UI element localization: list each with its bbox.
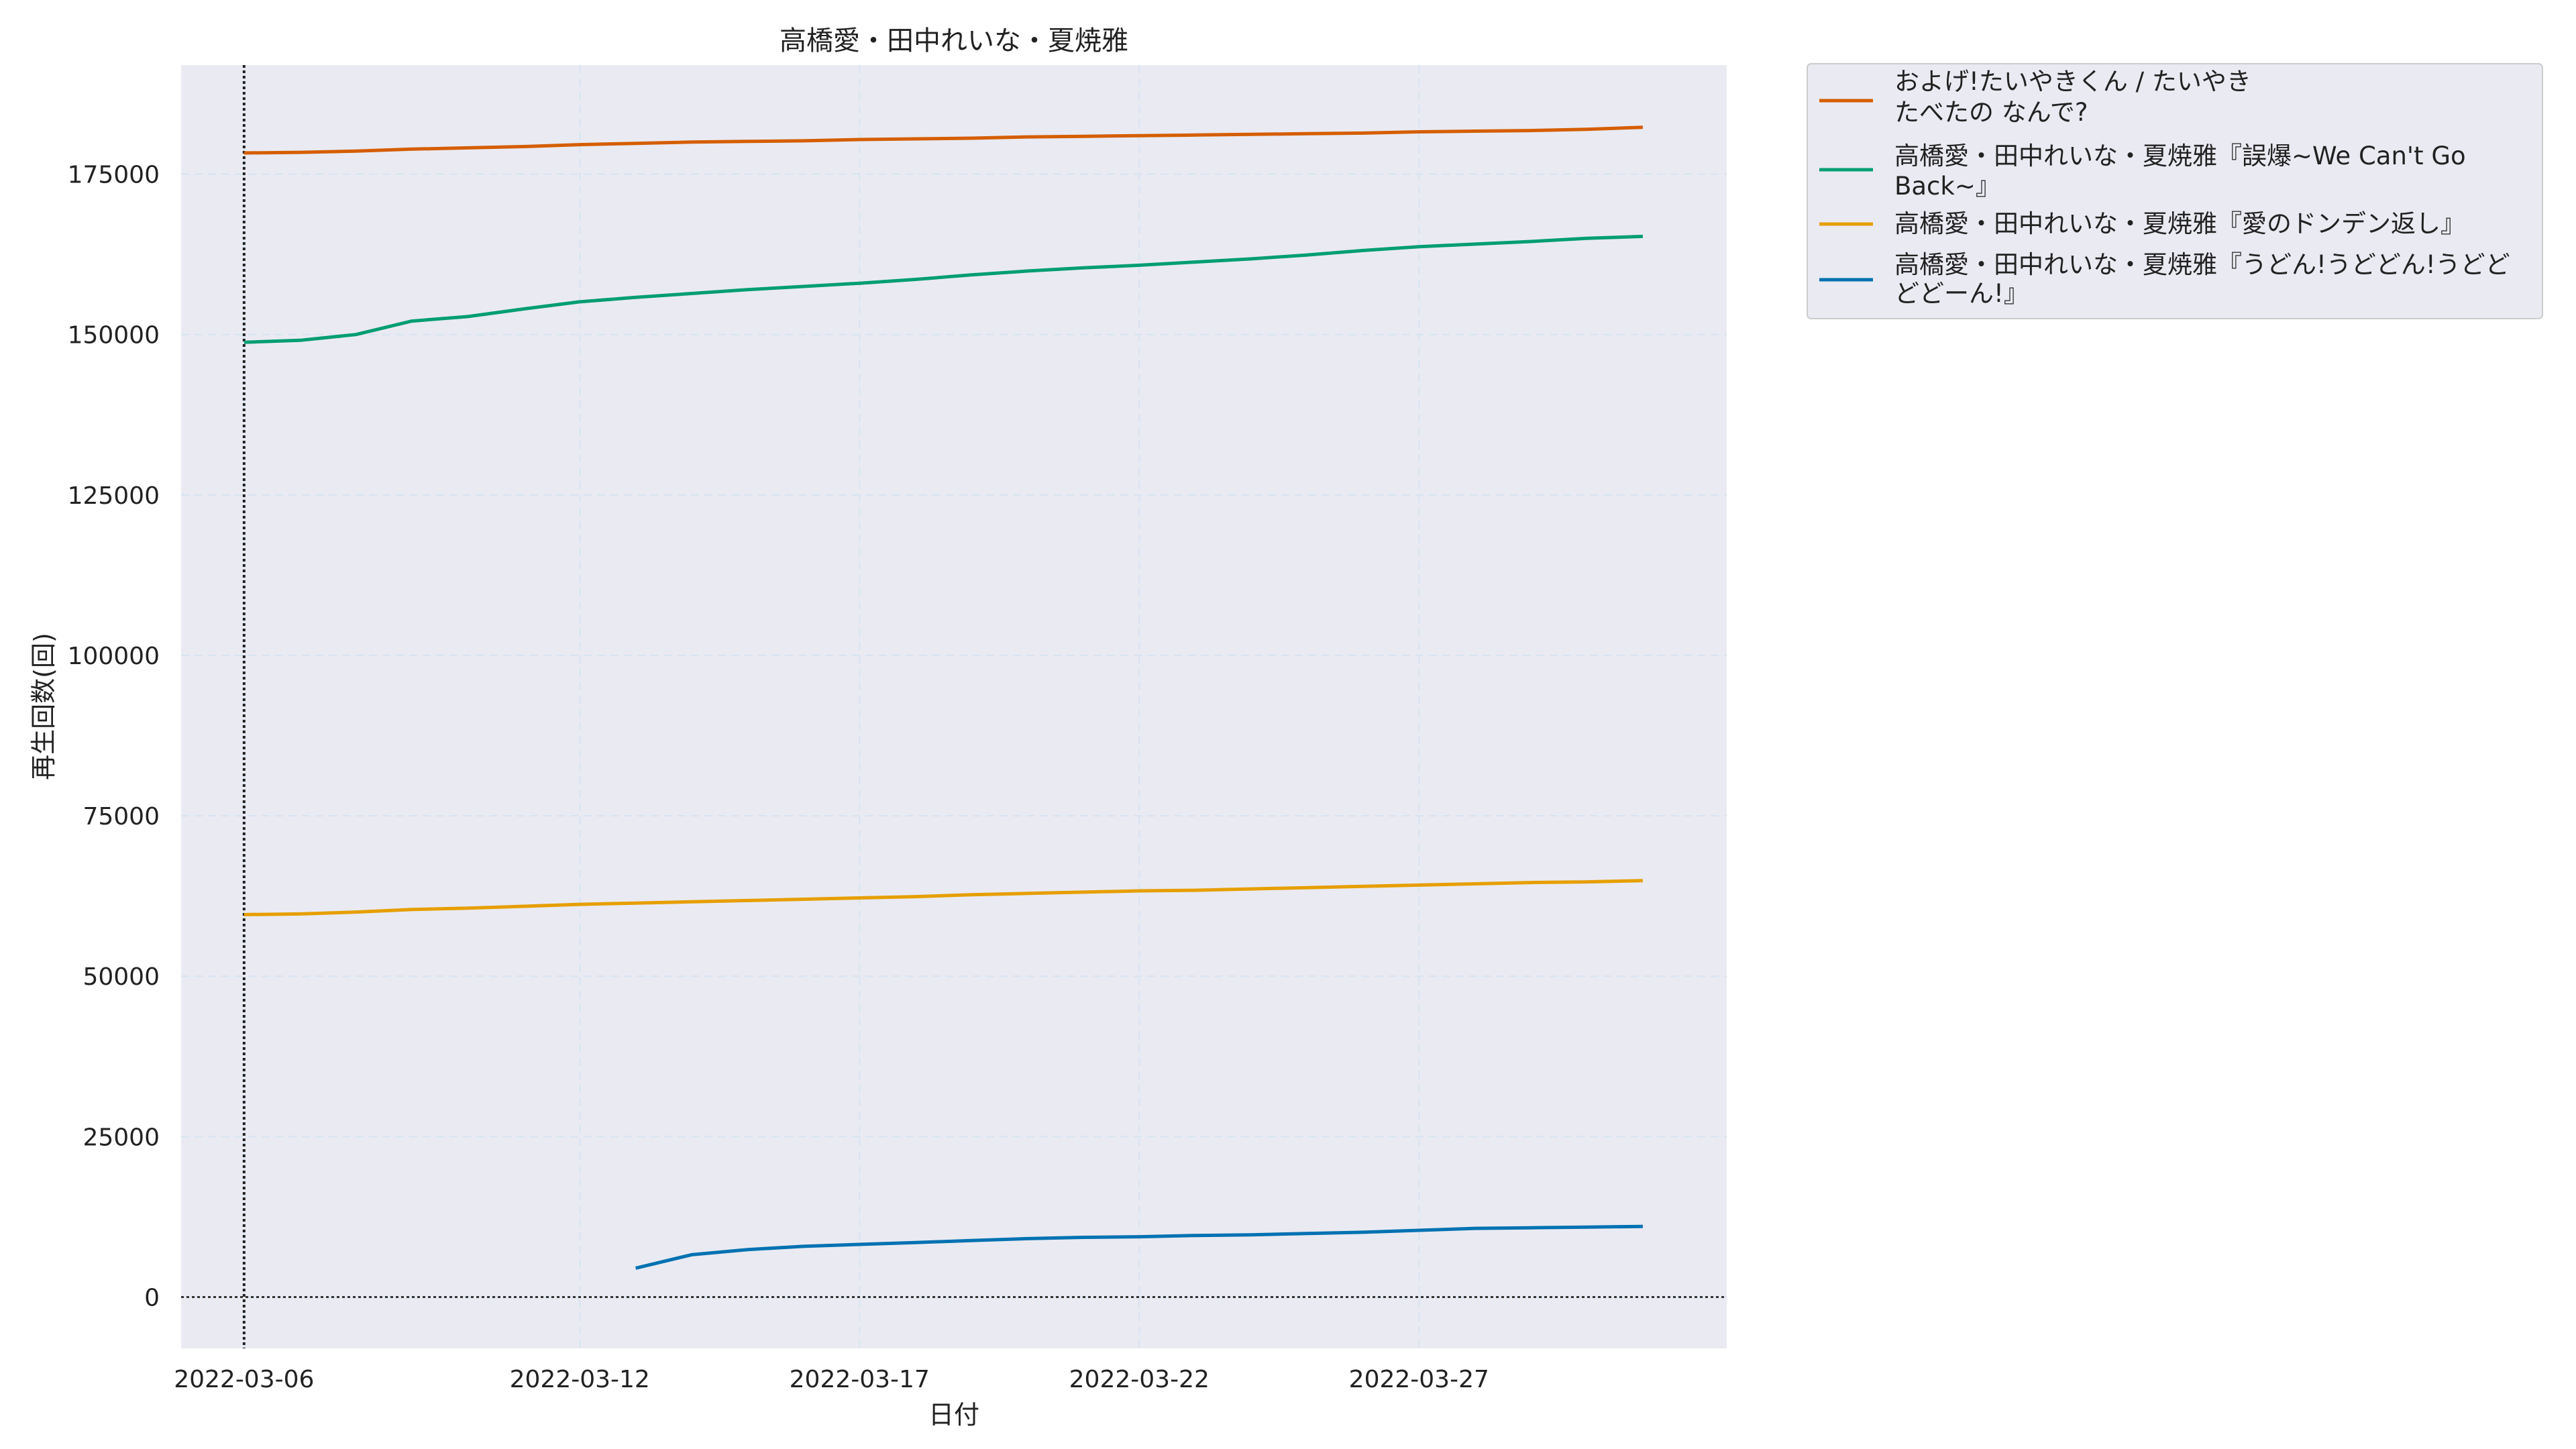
- plot-background: [181, 65, 1727, 1348]
- y-tick-label: 25000: [83, 1124, 160, 1151]
- y-tick-label: 100000: [68, 643, 160, 670]
- x-tick-label: 2022-03-27: [1349, 1366, 1489, 1393]
- y-tick-labels: 0 25000 50000 75000 100000 125000 150000 175000: [68, 162, 160, 1312]
- x-tick-label: 2022-03-17: [790, 1366, 930, 1393]
- y-tick-label: 75000: [83, 803, 160, 830]
- legend-label-1: およげ!たいやきくん / たいやき: [1894, 67, 2251, 96]
- x-tick-label: 2022-03-06: [174, 1366, 314, 1393]
- x-tick-label: 2022-03-22: [1069, 1366, 1210, 1393]
- chart-title: 高橋愛・田中れいな・夏焼雅: [780, 25, 1128, 56]
- legend-label-4: どどーん!』: [1894, 279, 2029, 308]
- y-axis-title: 再生回数(回): [29, 633, 58, 780]
- legend-label-2: Back~』: [1894, 172, 2000, 201]
- x-tick-label: 2022-03-12: [510, 1366, 650, 1393]
- legend: およげ!たいやきくん / たいやき たべたの なんで? 高橋愛・田中れいな・夏焼雅…: [1807, 63, 2543, 319]
- series-line-4: [635, 1224, 1643, 1270]
- x-tick-labels: 2022-03-06 2022-03-12 2022-03-17 2022-03-22…: [174, 1366, 1489, 1393]
- legend-label-4: 高橋愛・田中れいな・夏焼雅『うどん!うどどん!うどど: [1894, 250, 2510, 279]
- legend-frame: [1807, 63, 2543, 319]
- x-axis-title: 日付: [928, 1400, 979, 1430]
- reference-lines: [181, 65, 1727, 1348]
- y-tick-label: 150000: [68, 322, 160, 350]
- series-line-3: [244, 879, 1643, 916]
- legend-label-2: 高橋愛・田中れいな・夏焼雅『誤爆~We Can't Go: [1894, 142, 2466, 170]
- legend-label-1: たべたの なんで?: [1894, 98, 2088, 127]
- y-tick-label: 175000: [68, 162, 160, 189]
- legend-label-3: 高橋愛・田中れいな・夏焼雅『愛のドンデン返し』: [1894, 209, 2465, 238]
- y-tick-label: 50000: [83, 963, 160, 991]
- y-tick-label: 125000: [68, 482, 160, 510]
- series-layer: [244, 125, 1643, 1270]
- y-tick-label: 0: [144, 1284, 160, 1311]
- grid-lines: [181, 65, 1727, 1348]
- series-line-2: [244, 234, 1643, 344]
- series-line-1: [244, 125, 1643, 155]
